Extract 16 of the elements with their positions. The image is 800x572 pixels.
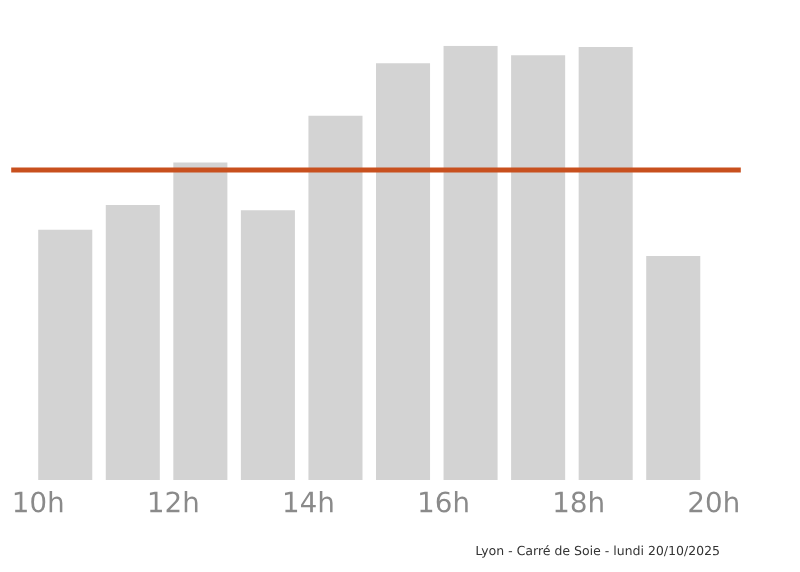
bar	[308, 115, 363, 480]
x-tick-label: 20h	[689, 491, 738, 513]
x-tick-label: 18h	[555, 491, 603, 513]
bar	[38, 229, 93, 480]
bar	[443, 45, 498, 480]
bar	[240, 210, 295, 480]
bar	[511, 55, 566, 480]
bar	[578, 47, 633, 480]
x-tick-label: 14h	[285, 491, 333, 513]
x-tick-label: 12h	[149, 491, 198, 513]
x-tick-label: 16h	[420, 491, 468, 513]
x-tick-label: 10h	[14, 491, 63, 513]
bar	[173, 162, 228, 480]
bar	[646, 255, 701, 480]
bar	[105, 205, 160, 480]
bar	[376, 63, 431, 480]
